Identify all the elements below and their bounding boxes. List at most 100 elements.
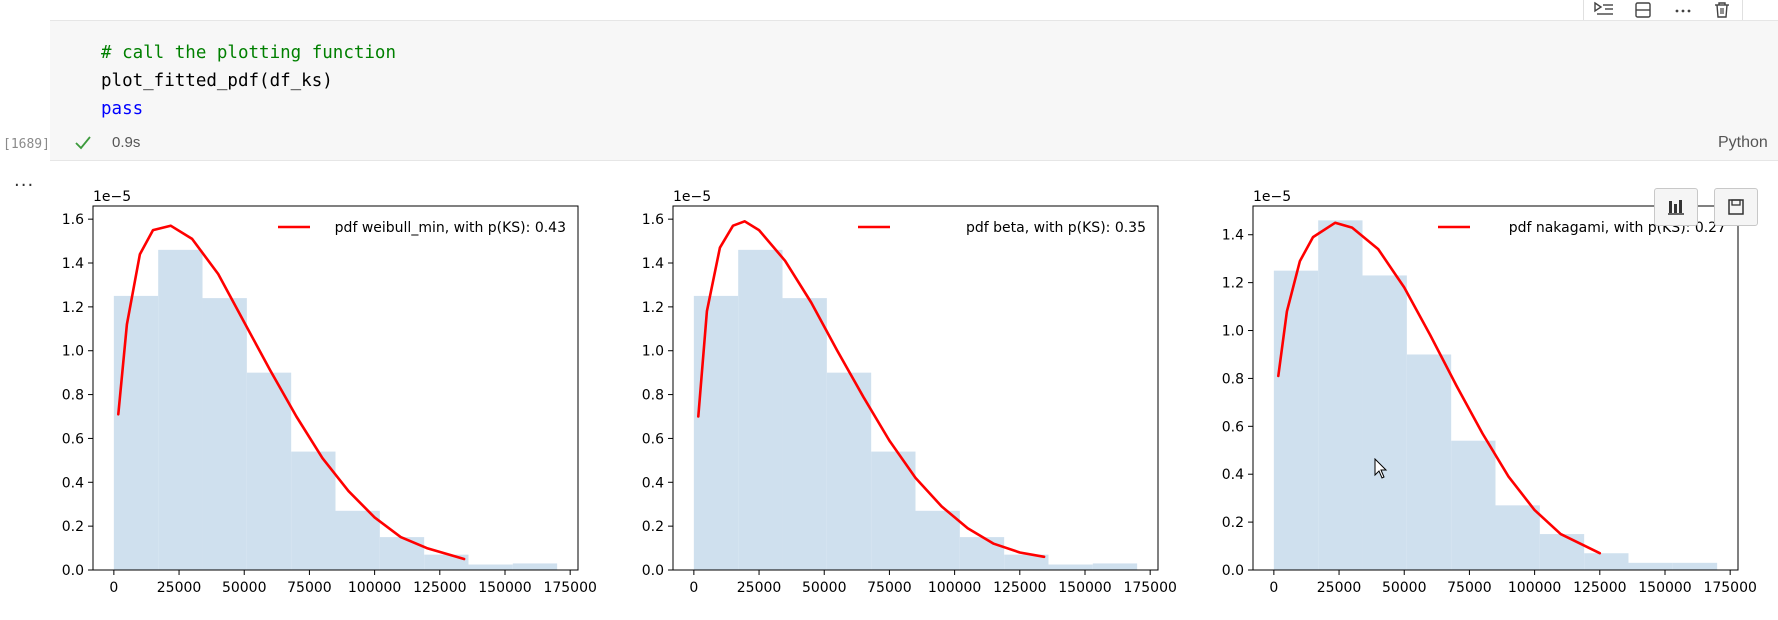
legend-label: pdf beta, with p(KS): 0.35 <box>966 220 1146 236</box>
y-tick-label: 0.2 <box>1222 515 1244 531</box>
check-icon <box>75 136 91 150</box>
histogram-bar <box>1584 553 1629 570</box>
x-tick-label: 0 <box>689 580 698 596</box>
x-tick-label: 50000 <box>222 580 267 596</box>
histogram-bar <box>113 295 159 570</box>
x-tick-label: 75000 <box>867 580 912 596</box>
save-output-button[interactable] <box>1714 188 1758 226</box>
histogram-bar <box>1539 534 1585 570</box>
x-tick-label: 175000 <box>1123 580 1176 596</box>
x-tick-label: 100000 <box>928 580 981 596</box>
y-tick-label: 1.6 <box>62 212 84 228</box>
x-tick-label: 150000 <box>1058 580 1111 596</box>
axis-offset-label: 1e−5 <box>93 189 131 205</box>
code-line-pass[interactable]: pass <box>101 99 144 119</box>
histogram-bar <box>1048 564 1093 570</box>
histogram-bar <box>424 554 469 570</box>
histogram-bar <box>202 298 247 570</box>
x-tick-label: 150000 <box>478 580 531 596</box>
x-tick-label: 0 <box>109 580 118 596</box>
x-tick-label: 25000 <box>737 580 782 596</box>
x-tick-label: 50000 <box>1382 580 1427 596</box>
y-tick-label: 1.4 <box>1222 228 1244 244</box>
histogram-bar <box>1318 220 1363 571</box>
code-cell[interactable]: # call the plotting function plot_fitted… <box>50 20 1778 161</box>
y-tick-label: 0.2 <box>642 519 664 535</box>
histogram-bar <box>512 563 558 570</box>
y-tick-label: 0.4 <box>62 475 84 491</box>
x-tick-label: 75000 <box>1447 580 1492 596</box>
histogram-bar <box>959 537 1005 570</box>
kernel-language-label[interactable]: Python <box>1718 134 1768 151</box>
x-tick-label: 0 <box>1269 580 1278 596</box>
histogram-bar <box>1092 563 1138 570</box>
x-tick-label: 125000 <box>1573 580 1626 596</box>
histogram-bar <box>693 295 739 570</box>
pdf-series-line <box>696 220 1046 559</box>
mouse-cursor-icon <box>1374 458 1388 479</box>
x-tick-label: 25000 <box>1317 580 1362 596</box>
histogram-bar <box>468 564 513 570</box>
execution-count: [1689] <box>3 137 50 152</box>
output-collapse-marker[interactable]: ... <box>14 170 35 191</box>
histogram-bar <box>826 372 872 570</box>
x-tick-label: 75000 <box>287 580 332 596</box>
histogram-bar <box>1004 554 1049 570</box>
x-tick-label: 100000 <box>1508 580 1561 596</box>
y-tick-label: 1.0 <box>62 344 84 360</box>
y-tick-label: 0.4 <box>1222 467 1244 483</box>
histogram-bar <box>1495 505 1540 570</box>
delete-icon[interactable] <box>1709 0 1735 23</box>
x-tick-label: 175000 <box>543 580 596 596</box>
y-tick-label: 0.0 <box>1222 563 1244 579</box>
histogram-bar <box>871 451 916 570</box>
axis-offset-label: 1e−5 <box>1253 189 1291 205</box>
y-tick-label: 0.0 <box>642 563 664 579</box>
x-tick-label: 100000 <box>348 580 401 596</box>
histogram-bar <box>1672 562 1718 570</box>
chart-3: 0 25000 50000 75000 100000 125000 150000 175000… <box>1222 189 1757 596</box>
pdf-series-line <box>117 224 466 561</box>
x-tick-label: 175000 <box>1703 580 1756 596</box>
histogram-bar <box>1628 562 1673 570</box>
y-tick-label: 0.2 <box>62 519 84 535</box>
chart-icon <box>1668 200 1684 215</box>
histogram-bar <box>291 451 336 570</box>
code-line-call[interactable]: plot_fitted_pdf(df_ks) <box>101 71 333 91</box>
chart-1: 0 25000 50000 75000 100000 125000 150000 175000… <box>62 189 597 596</box>
code-line-comment[interactable]: # call the plotting function <box>101 43 397 63</box>
y-tick-label: 0.8 <box>642 388 664 404</box>
save-icon <box>1728 199 1744 215</box>
y-tick-label: 1.2 <box>62 300 84 316</box>
execution-duration: 0.9s <box>112 134 141 151</box>
y-tick-label: 0.6 <box>642 431 664 447</box>
y-tick-label: 1.6 <box>642 212 664 228</box>
axes-frame <box>92 205 579 571</box>
y-tick-label: 1.4 <box>62 256 84 272</box>
y-tick-label: 0.8 <box>1222 371 1244 387</box>
y-tick-label: 1.2 <box>642 300 664 316</box>
axes-frame <box>672 205 1159 571</box>
histogram-bar <box>335 510 380 570</box>
y-tick-label: 1.2 <box>1222 276 1244 292</box>
chart-renderer-button[interactable] <box>1654 188 1698 226</box>
x-tick-label: 150000 <box>1638 580 1691 596</box>
chart-2: 0 25000 50000 75000 100000 125000 150000 175000… <box>642 189 1177 596</box>
more-actions-icon[interactable] <box>1670 0 1696 23</box>
execute-above-icon[interactable] <box>1591 0 1617 23</box>
histogram-bar <box>1451 440 1496 570</box>
pdf-series-line <box>1277 221 1602 555</box>
y-tick-label: 1.0 <box>642 344 664 360</box>
y-tick-label: 0.6 <box>62 431 84 447</box>
split-cell-icon[interactable] <box>1630 0 1656 23</box>
y-tick-label: 0.8 <box>62 388 84 404</box>
histogram-bar <box>1273 270 1319 570</box>
histogram-bar <box>379 537 425 570</box>
axes-frame <box>1252 205 1739 571</box>
histogram-bar <box>738 249 783 571</box>
histogram-bar <box>158 249 203 571</box>
histogram-bar <box>915 510 960 570</box>
x-tick-label: 25000 <box>157 580 202 596</box>
legend-label: pdf weibull_min, with p(KS): 0.43 <box>335 220 566 236</box>
